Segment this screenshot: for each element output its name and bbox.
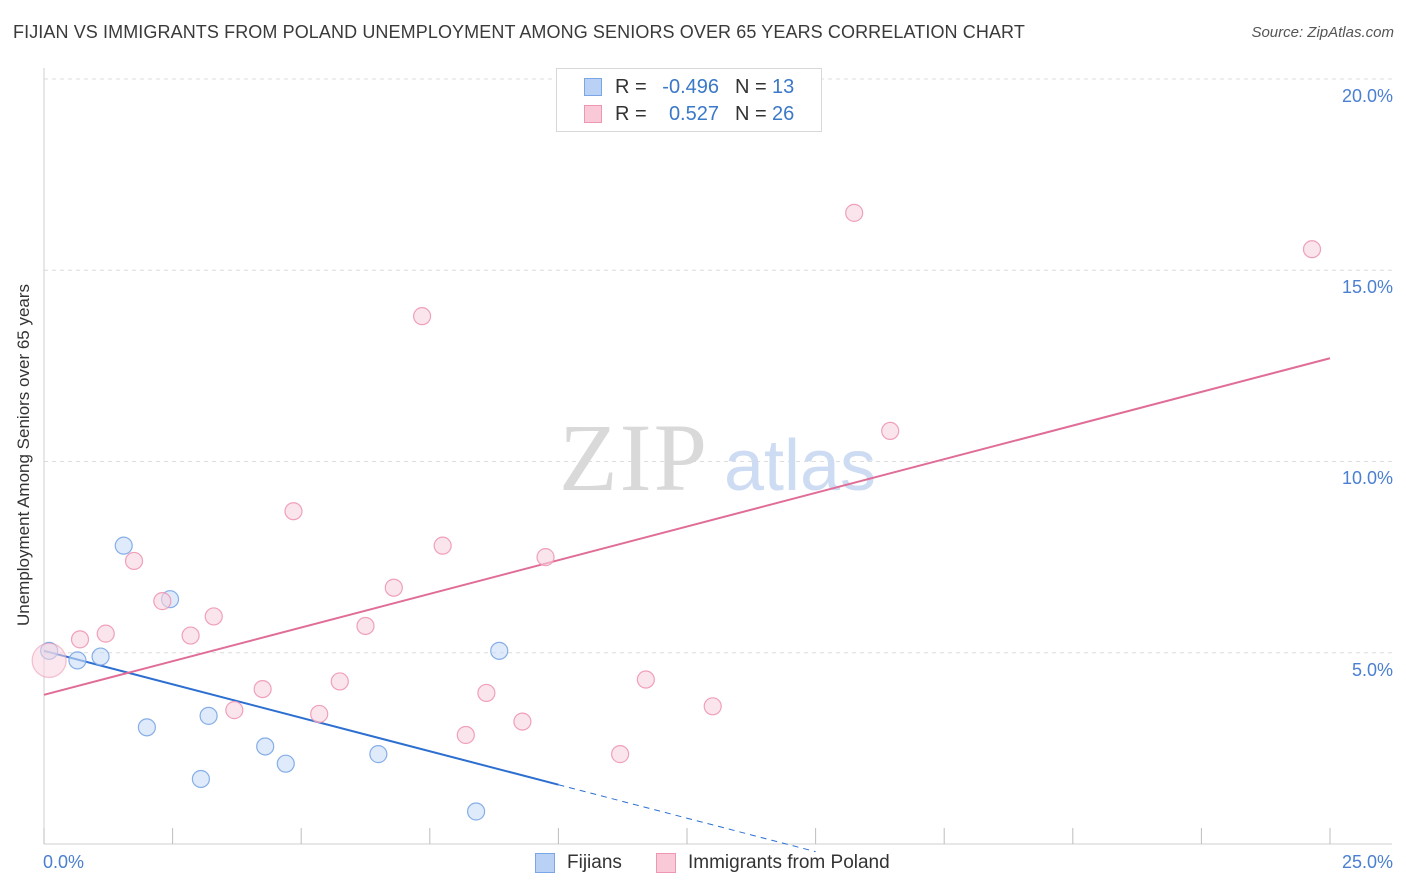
point-poland <box>124 551 144 571</box>
point-poland <box>181 626 200 645</box>
stats-row-poland: R = 0.527 N = 26 <box>557 101 821 127</box>
y-tick-label: 5.0% <box>1351 660 1393 680</box>
r-label: R = <box>615 76 647 98</box>
point-poland <box>1302 240 1322 259</box>
y-axis-label: Unemployment Among Seniors over 65 years <box>14 283 33 627</box>
y-tick-label: 20.0% <box>1341 86 1393 106</box>
legend-swatch-poland <box>656 853 676 873</box>
point-poland <box>881 421 900 440</box>
point-poland <box>456 725 475 745</box>
point-poland <box>330 672 349 691</box>
trend-line-extension-0 <box>558 784 816 853</box>
point-poland <box>310 704 329 724</box>
trend-line-1 <box>43 357 1331 696</box>
point-poland <box>253 679 272 699</box>
point-poland <box>433 536 452 555</box>
point-poland <box>153 592 172 611</box>
point-poland <box>204 607 223 626</box>
point-poland <box>70 630 90 649</box>
point-poland <box>611 745 630 764</box>
grid-lines <box>44 78 1392 654</box>
y-tick-label: 10.0% <box>1341 468 1393 488</box>
point-poland <box>384 578 403 597</box>
point-fijians <box>191 769 210 789</box>
watermark-atlas: atlas <box>724 426 876 506</box>
point-poland <box>536 548 555 567</box>
stats-row-fijians: R = -0.496 N = 13 <box>557 74 821 100</box>
point-poland <box>636 670 655 689</box>
legend-swatch-fijians <box>535 853 555 873</box>
x-tick-label-min: 0.0% <box>43 852 85 872</box>
point-poland <box>845 203 864 222</box>
r-value: 0.527 <box>668 103 719 125</box>
legend-label-poland: Immigrants from Poland <box>688 852 890 873</box>
n-label: N = <box>735 103 767 125</box>
r-value: -0.496 <box>662 76 719 98</box>
point-poland <box>225 701 244 720</box>
n-label: N = <box>735 76 767 98</box>
point-fijians <box>490 641 509 660</box>
data-points <box>31 203 1322 821</box>
chart-title: FIJIAN VS IMMIGRANTS FROM POLAND UNEMPLO… <box>13 22 1025 42</box>
point-poland <box>703 697 722 716</box>
point-fijians <box>466 802 486 821</box>
y-tick-label: 15.0% <box>1341 277 1393 297</box>
point-fijians <box>91 647 110 666</box>
point-poland <box>31 642 67 679</box>
axes <box>43 68 1392 845</box>
n-value: 26 <box>772 103 795 125</box>
watermark: ZIP atlas <box>559 404 876 511</box>
point-fijians <box>114 536 133 555</box>
point-fijians <box>369 745 388 764</box>
swatch-poland <box>584 105 602 123</box>
stats-legend: R = -0.496 N = 13 R = 0.527 N = 26 <box>556 68 822 132</box>
n-value: 13 <box>772 76 795 98</box>
trend-lines <box>43 357 1331 853</box>
point-fijians <box>137 718 156 737</box>
watermark-zip: ZIP <box>559 404 709 511</box>
legend-label-fijians: Fijians <box>567 852 622 873</box>
point-poland <box>513 712 532 731</box>
point-fijians <box>276 754 295 773</box>
point-poland <box>356 616 375 636</box>
point-poland <box>477 683 496 703</box>
source-label: Source: ZipAtlas.com <box>1251 24 1394 41</box>
point-fijians <box>199 706 218 725</box>
point-poland <box>412 307 432 326</box>
swatch-fijians <box>584 78 602 96</box>
point-poland <box>284 502 303 521</box>
point-fijians <box>68 651 87 670</box>
point-fijians <box>256 737 275 756</box>
r-label: R = <box>615 103 647 125</box>
x-tick-label-max: 25.0% <box>1341 852 1393 872</box>
point-poland <box>96 624 115 643</box>
trend-line-0 <box>43 649 559 786</box>
